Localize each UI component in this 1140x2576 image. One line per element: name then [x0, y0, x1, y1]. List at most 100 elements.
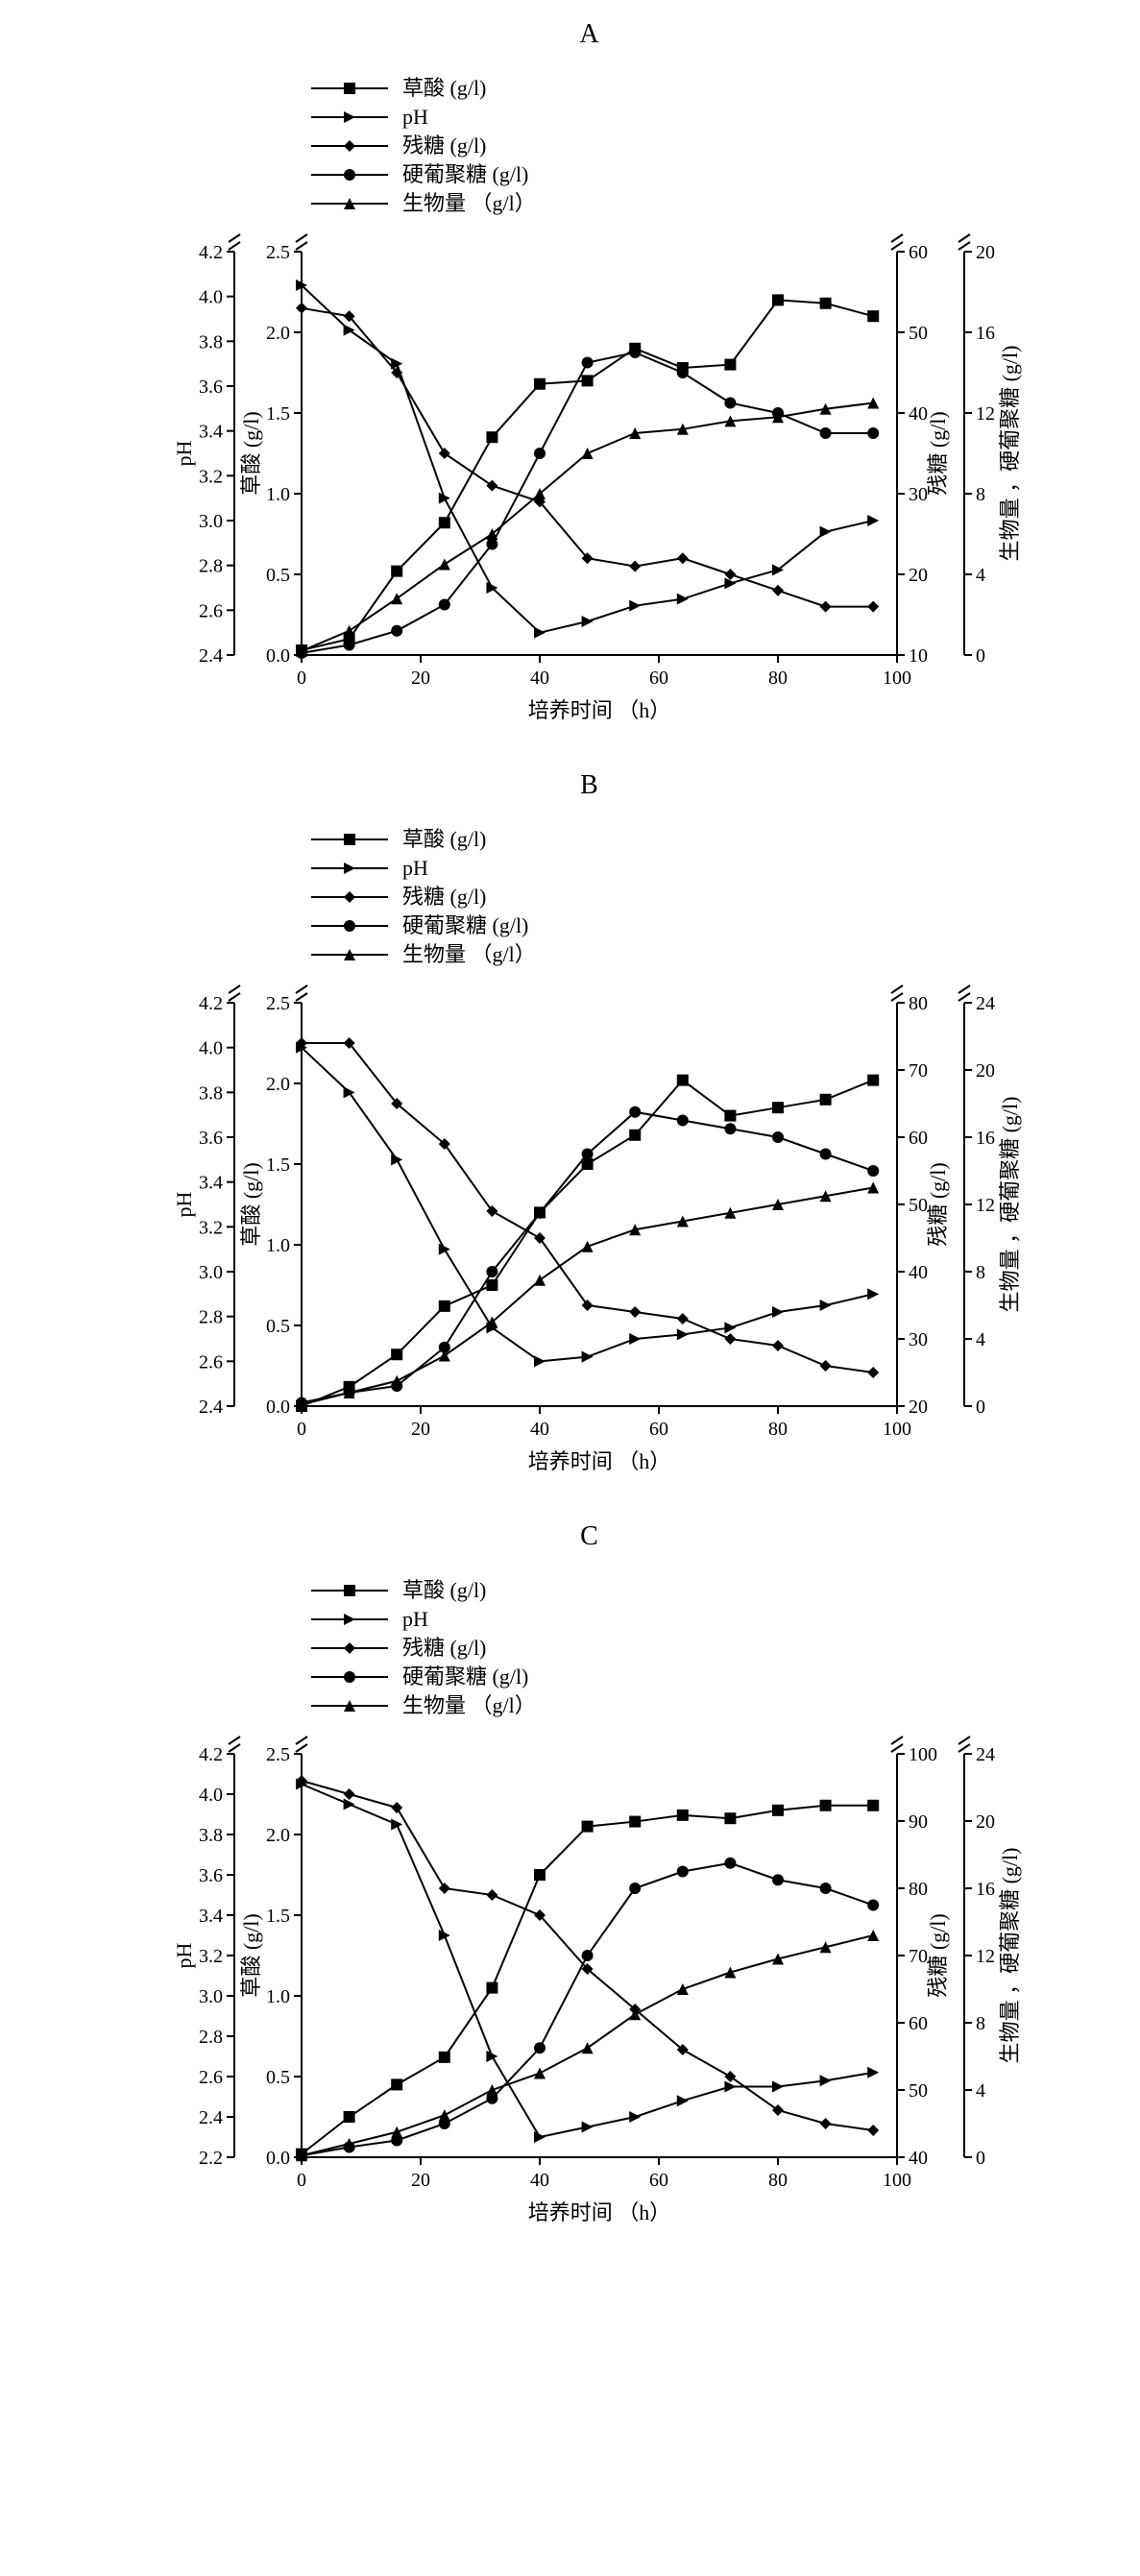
- svg-text:0.5: 0.5: [266, 1316, 290, 1337]
- svg-text:80: 80: [768, 1419, 788, 1440]
- legend-label: 生物量 （g/l）: [402, 942, 536, 966]
- svg-text:4: 4: [976, 565, 985, 586]
- svg-text:40: 40: [530, 668, 549, 689]
- chart: 草酸 (g/l)pH残糖 (g/l)硬葡聚糖 (g/l)生物量 （g/l）020…: [109, 811, 1070, 1483]
- svg-text:3.2: 3.2: [199, 1946, 223, 1967]
- svg-text:3.4: 3.4: [199, 1906, 223, 1927]
- svg-text:2.8: 2.8: [199, 1307, 223, 1328]
- svg-text:2.5: 2.5: [266, 1744, 290, 1765]
- svg-text:3.6: 3.6: [199, 1128, 223, 1149]
- legend-label: pH: [402, 856, 428, 880]
- svg-text:2.2: 2.2: [199, 2148, 223, 2169]
- svg-text:8: 8: [976, 1262, 985, 1283]
- svg-text:2.6: 2.6: [199, 2067, 223, 2088]
- svg-text:2.8: 2.8: [199, 2027, 223, 2048]
- svg-text:2.0: 2.0: [266, 1074, 290, 1095]
- svg-text:2.5: 2.5: [266, 242, 290, 263]
- svg-text:3.2: 3.2: [199, 1217, 223, 1238]
- svg-text:30: 30: [909, 484, 928, 505]
- svg-text:100: 100: [909, 1744, 937, 1765]
- svg-text:40: 40: [909, 1262, 928, 1283]
- svg-text:20: 20: [909, 565, 928, 586]
- svg-text:4.0: 4.0: [199, 1038, 223, 1059]
- y-axis-title-oxalic: 草酸 (g/l): [239, 1162, 263, 1246]
- svg-text:30: 30: [909, 1329, 928, 1350]
- svg-text:70: 70: [909, 1946, 928, 1967]
- svg-text:8: 8: [976, 2013, 985, 2034]
- svg-text:40: 40: [530, 2170, 549, 2191]
- svg-text:40: 40: [530, 1419, 549, 1440]
- legend-label: 硬葡聚糖 (g/l): [402, 162, 528, 186]
- svg-text:20: 20: [411, 668, 430, 689]
- svg-text:10: 10: [909, 645, 928, 667]
- panel-label: A: [109, 19, 1070, 50]
- svg-text:3.8: 3.8: [199, 1082, 223, 1104]
- svg-text:100: 100: [883, 2170, 911, 2191]
- svg-text:4.0: 4.0: [199, 287, 223, 308]
- y-axis-title-sugar: 残糖 (g/l): [926, 1913, 950, 1997]
- svg-text:0: 0: [297, 2170, 306, 2191]
- svg-text:24: 24: [976, 1744, 995, 1765]
- svg-text:12: 12: [976, 1946, 995, 1967]
- svg-text:0: 0: [976, 645, 985, 667]
- svg-text:60: 60: [649, 1419, 668, 1440]
- legend-label: 草酸 (g/l): [402, 827, 486, 851]
- svg-text:2.0: 2.0: [266, 323, 290, 344]
- svg-text:1.0: 1.0: [266, 1986, 290, 2007]
- svg-text:16: 16: [976, 1128, 995, 1149]
- chart: 草酸 (g/l) pH 残糖 (g/l) 硬葡聚糖 (g/l) 生物量 （g/l） 0 20…: [109, 60, 1070, 732]
- svg-text:12: 12: [976, 1195, 995, 1216]
- svg-text:80: 80: [768, 668, 788, 689]
- svg-text:20: 20: [909, 1397, 928, 1418]
- svg-text:2.6: 2.6: [199, 600, 223, 621]
- legend-label: 残糖 (g/l): [402, 1636, 486, 1660]
- svg-text:24: 24: [976, 993, 995, 1014]
- chart: 草酸 (g/l)pH残糖 (g/l)硬葡聚糖 (g/l)生物量 （g/l）020…: [109, 1562, 1070, 2234]
- svg-text:100: 100: [883, 668, 911, 689]
- legend-label: 草酸 (g/l): [402, 1578, 486, 1602]
- y-axis-title-oxalic: 草酸 (g/l): [239, 1913, 263, 1997]
- svg-text:3.8: 3.8: [199, 331, 223, 352]
- svg-text:4.2: 4.2: [199, 1744, 223, 1765]
- panel-label: B: [109, 770, 1070, 801]
- svg-text:4: 4: [976, 1329, 985, 1350]
- svg-text:2.8: 2.8: [199, 556, 223, 577]
- svg-text:80: 80: [909, 1879, 928, 1900]
- svg-text:4.2: 4.2: [199, 242, 223, 263]
- x-axis-title: 培养时间 （h）: [527, 2200, 670, 2224]
- y-axis-title-bio: 生物量 ，硬葡聚糖 (g/l): [998, 1848, 1022, 2064]
- svg-text:12: 12: [976, 403, 995, 425]
- svg-text:2.0: 2.0: [266, 1825, 290, 1846]
- svg-text:2.6: 2.6: [199, 1351, 223, 1373]
- svg-text:0.0: 0.0: [266, 2148, 290, 2169]
- svg-text:80: 80: [909, 993, 928, 1014]
- panel-A: A 草酸 (g/l) pH 残糖 (g/l) 硬葡聚糖 (g/l) 生物量 （g/l） 0…: [109, 19, 1070, 732]
- y-axis-title-ph: pH: [172, 1942, 196, 1968]
- svg-text:3.6: 3.6: [199, 1865, 223, 1886]
- svg-text:40: 40: [909, 403, 928, 425]
- svg-text:1.5: 1.5: [266, 1906, 290, 1927]
- panel-label: C: [109, 1521, 1070, 1552]
- svg-text:16: 16: [976, 1879, 995, 1900]
- legend-label: 硬葡聚糖 (g/l): [402, 1665, 528, 1689]
- y-axis-title-oxalic: 草酸 (g/l): [239, 411, 263, 495]
- svg-text:3.4: 3.4: [199, 1173, 223, 1194]
- svg-text:60: 60: [909, 2013, 928, 2034]
- svg-text:1.0: 1.0: [266, 1235, 290, 1256]
- svg-text:4.2: 4.2: [199, 993, 223, 1014]
- legend-label: pH: [402, 105, 428, 129]
- svg-text:90: 90: [909, 1811, 928, 1833]
- svg-text:2.5: 2.5: [266, 993, 290, 1014]
- svg-text:3.8: 3.8: [199, 1825, 223, 1846]
- svg-text:1.5: 1.5: [266, 403, 290, 425]
- svg-text:16: 16: [976, 323, 995, 344]
- svg-text:20: 20: [411, 1419, 430, 1440]
- legend-label: 生物量 （g/l）: [402, 1693, 536, 1717]
- svg-text:3.2: 3.2: [199, 466, 223, 487]
- svg-text:3.0: 3.0: [199, 511, 223, 532]
- y-axis-title-sugar: 残糖 (g/l): [926, 411, 950, 495]
- legend-label: 生物量 （g/l）: [402, 191, 536, 215]
- svg-text:2.4: 2.4: [199, 1397, 223, 1418]
- legend-label: pH: [402, 1607, 428, 1631]
- svg-text:0: 0: [297, 668, 306, 689]
